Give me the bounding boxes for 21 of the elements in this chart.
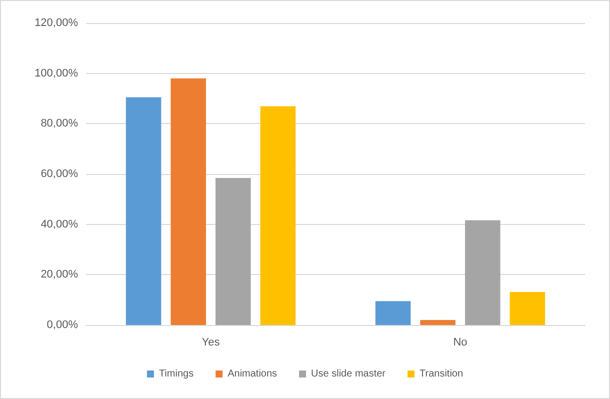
y-tick-label: 100,00% (34, 67, 78, 80)
bar (420, 320, 456, 325)
x-tick-label: No (453, 336, 468, 348)
bar (510, 292, 546, 325)
legend-label: Transition (420, 368, 464, 380)
legend-label: Use slide master (311, 368, 386, 380)
bar (170, 78, 206, 325)
bar (465, 220, 500, 325)
legend-label: Timings (158, 368, 194, 380)
legend-label: Animations (228, 368, 278, 380)
y-tick-label: 40,00% (40, 218, 78, 230)
y-tick-label: 80,00% (40, 118, 78, 130)
y-tick-label: 0,00% (46, 319, 78, 331)
y-tick-label: 120,00% (34, 17, 78, 29)
x-tick-label: Yes (202, 336, 220, 348)
bar (375, 301, 411, 325)
bar (216, 178, 251, 325)
y-tick-label: 20,00% (40, 268, 78, 281)
bar (126, 97, 162, 325)
bar (260, 106, 296, 325)
y-tick-label: 60,00% (40, 168, 78, 180)
